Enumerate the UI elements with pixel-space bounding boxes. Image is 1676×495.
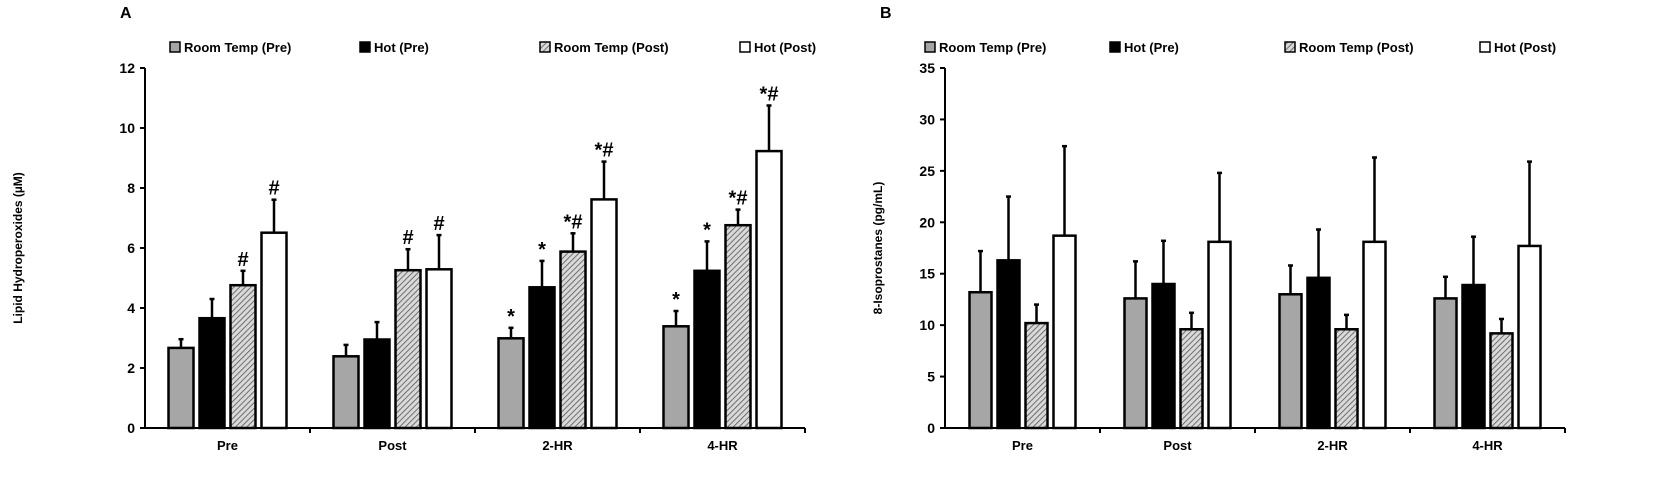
legend-label: Room Temp (Pre) — [939, 40, 1046, 55]
legend-swatch — [1284, 41, 1296, 53]
y-tick-label: 10 — [919, 317, 935, 333]
bar — [167, 346, 195, 430]
bar — [1278, 293, 1303, 430]
legend-swatch — [1479, 41, 1491, 53]
x-tick-label: 4-HR — [707, 438, 738, 453]
x-tick-label: 2-HR — [542, 438, 573, 453]
bar — [229, 283, 257, 430]
y-tick-label: 35 — [919, 60, 935, 76]
y-tick-label: 2 — [127, 360, 135, 376]
bar — [198, 316, 226, 430]
y-tick-label: 4 — [127, 300, 135, 316]
legend-swatch — [169, 41, 181, 53]
bar — [1517, 244, 1542, 430]
legend-label: Room Temp (Post) — [554, 40, 669, 55]
bar — [968, 290, 993, 430]
bar — [497, 337, 525, 430]
bar — [1179, 328, 1204, 430]
y-tick-label: 0 — [127, 420, 135, 436]
significance-marker: *# — [564, 211, 583, 233]
bar — [662, 325, 690, 430]
x-tick-label: Post — [378, 438, 407, 453]
bar — [260, 231, 288, 430]
bar — [1334, 328, 1359, 430]
y-tick-label: 6 — [127, 240, 135, 256]
legend-label: Hot (Pre) — [374, 40, 429, 55]
significance-marker: # — [402, 227, 413, 249]
legend-label: Room Temp (Pre) — [184, 40, 291, 55]
significance-marker: * — [538, 239, 546, 261]
chart-panel-a: A Lipid Hydroperoxides (µM) 0 2 4 6 8 10 12 Pre # #… — [11, 5, 816, 453]
bar — [394, 268, 422, 430]
legend-label: Room Temp (Post) — [1299, 40, 1414, 55]
y-tick-label: 30 — [919, 111, 935, 127]
y-axis-label: Lipid Hydroperoxides (µM) — [11, 172, 25, 324]
bar — [1207, 240, 1232, 430]
bar — [363, 338, 391, 430]
bar — [1123, 297, 1148, 430]
significance-marker: *# — [760, 84, 779, 106]
x-tick-label: Pre — [217, 438, 238, 453]
y-tick-label: 10 — [119, 120, 135, 136]
x-tick-label: 2-HR — [1317, 438, 1348, 453]
significance-marker: # — [237, 249, 248, 271]
legend-swatch — [739, 41, 751, 53]
panel-label: B — [880, 5, 892, 22]
x-tick-label: Pre — [1012, 438, 1033, 453]
bar — [996, 259, 1021, 430]
significance-marker: # — [268, 178, 279, 200]
chart-panel-b: B 8-Isoprostanes (pg/mL) 0 5 10 15 20 25 30 35 Pre… — [871, 5, 1566, 453]
y-tick-label: 8 — [127, 180, 135, 196]
legend-swatch — [924, 41, 936, 53]
significance-marker: # — [433, 213, 444, 235]
y-tick-label: 12 — [119, 60, 135, 76]
bar — [1024, 321, 1049, 430]
bar — [1052, 234, 1077, 430]
y-tick-label: 0 — [927, 420, 935, 436]
bar — [1461, 283, 1486, 430]
x-tick-label: Post — [1163, 438, 1192, 453]
y-axis-label: 8-Isoprostanes (pg/mL) — [871, 182, 885, 315]
bar — [1151, 282, 1176, 430]
bar — [1489, 332, 1514, 430]
bar — [528, 286, 556, 430]
significance-marker: * — [672, 289, 680, 311]
bar — [590, 198, 618, 430]
y-tick-label: 15 — [919, 266, 935, 282]
bar — [1433, 297, 1458, 430]
bar — [425, 268, 453, 430]
legend-label: Hot (Post) — [754, 40, 816, 55]
significance-marker: * — [507, 306, 515, 328]
legend-swatch — [539, 41, 551, 53]
y-tick-label: 5 — [927, 369, 935, 385]
y-tick-label: 25 — [919, 163, 935, 179]
bar — [332, 355, 360, 430]
x-tick-label: 4-HR — [1472, 438, 1503, 453]
bar — [693, 269, 721, 430]
bar — [1362, 240, 1387, 430]
significance-marker: *# — [595, 140, 614, 162]
y-tick-label: 20 — [919, 214, 935, 230]
legend-swatch — [1109, 41, 1121, 53]
panel-label: A — [120, 5, 132, 22]
significance-marker: *# — [729, 188, 748, 210]
bar — [724, 223, 752, 430]
bar — [559, 250, 587, 430]
bar — [1306, 276, 1331, 430]
legend-label: Hot (Post) — [1494, 40, 1556, 55]
significance-marker: * — [703, 219, 711, 241]
bar — [755, 149, 783, 430]
legend-swatch — [359, 41, 371, 53]
legend-label: Hot (Pre) — [1124, 40, 1179, 55]
